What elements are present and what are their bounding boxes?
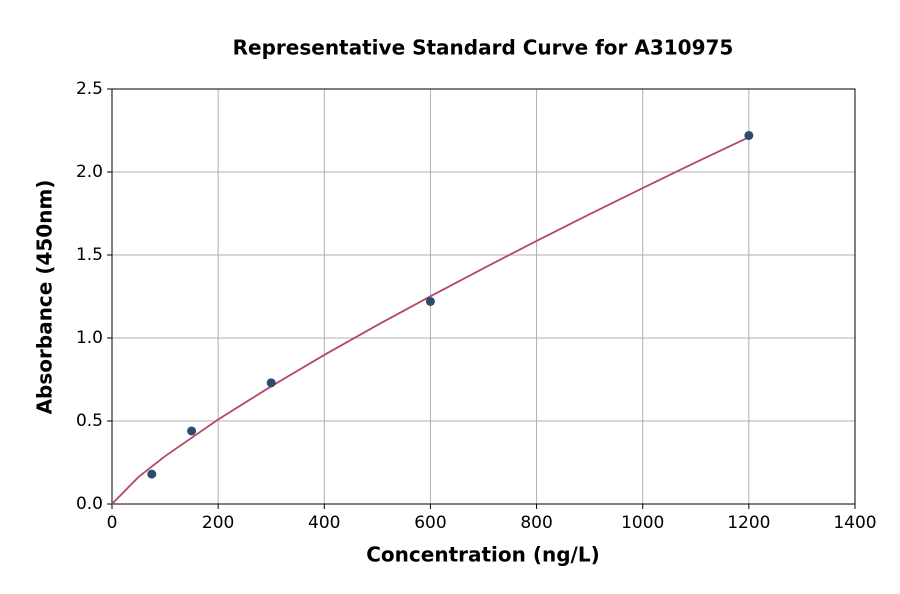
y-tick-label: 2.0 xyxy=(76,162,103,182)
data-point xyxy=(744,130,754,140)
x-tick-label: 0 xyxy=(107,513,118,533)
plot-frame xyxy=(111,88,856,505)
y-tick-label: 1.0 xyxy=(76,328,103,348)
data-point xyxy=(266,378,276,388)
y-tick-label: 2.5 xyxy=(76,79,103,99)
x-tick-label: 600 xyxy=(414,513,446,533)
x-tick-label: 400 xyxy=(308,513,340,533)
y-axis-label: Absorbance (450nm) xyxy=(33,180,57,415)
data-point xyxy=(147,469,157,479)
x-tick-label: 200 xyxy=(202,513,234,533)
chart-title: Representative Standard Curve for A31097… xyxy=(233,36,734,60)
fit-curve xyxy=(111,136,750,505)
y-tick-label: 0.0 xyxy=(76,494,103,514)
x-tick-label: 800 xyxy=(520,513,552,533)
x-tick-label: 1200 xyxy=(727,513,770,533)
y-tick-label: 0.5 xyxy=(76,411,103,431)
x-axis-label: Concentration (ng/L) xyxy=(366,543,599,567)
x-tick-label: 1000 xyxy=(621,513,664,533)
data-point xyxy=(425,296,435,306)
y-tick-label: 1.5 xyxy=(76,245,103,265)
data-point xyxy=(187,426,197,436)
x-tick-label: 1400 xyxy=(833,513,876,533)
